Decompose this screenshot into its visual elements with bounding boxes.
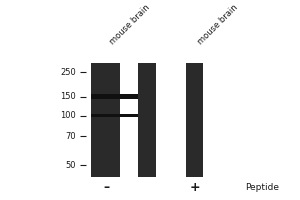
- Text: +: +: [189, 181, 200, 194]
- Text: Peptide: Peptide: [245, 183, 279, 192]
- Bar: [91, 94, 120, 99]
- Bar: [120, 94, 138, 99]
- Text: –: –: [104, 181, 110, 194]
- Text: mouse brain: mouse brain: [196, 2, 240, 46]
- Bar: [138, 63, 156, 177]
- Bar: [91, 63, 120, 177]
- Text: 50: 50: [65, 161, 76, 170]
- Text: 70: 70: [65, 132, 76, 141]
- Bar: [120, 114, 138, 117]
- Bar: [91, 114, 120, 117]
- Text: 100: 100: [60, 111, 76, 120]
- Bar: [186, 63, 203, 177]
- Text: mouse brain: mouse brain: [108, 2, 152, 46]
- Text: 150: 150: [60, 92, 76, 101]
- Text: 250: 250: [60, 68, 76, 77]
